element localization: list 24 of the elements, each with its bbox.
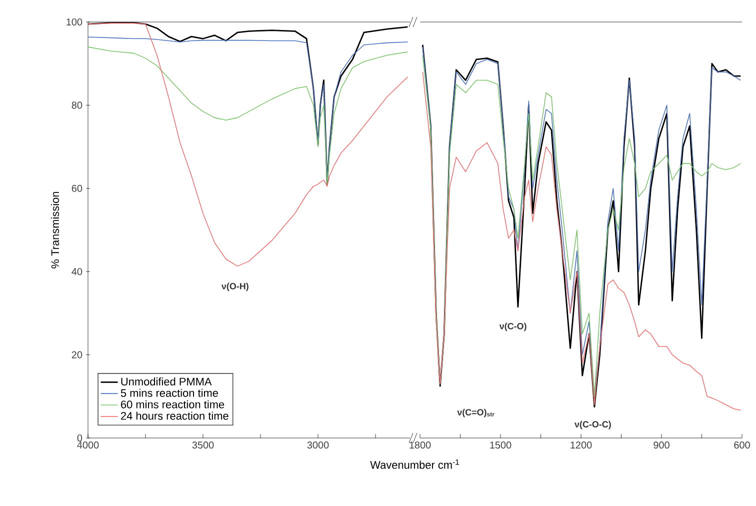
legend-label: 60 mins reaction time bbox=[121, 400, 224, 408]
annotation: ν(C-O-C) bbox=[574, 420, 611, 430]
x-tick-label: 1800 bbox=[410, 442, 431, 449]
y-tick-label: 20 bbox=[72, 351, 82, 358]
legend-label: 5 mins reaction time bbox=[120, 388, 218, 397]
legend-label: Unmodified PMMA bbox=[121, 377, 212, 386]
y-tick-label: 100 bbox=[66, 18, 82, 26]
y-tick-label: 80 bbox=[72, 102, 82, 109]
y-tick-label: 0 bbox=[77, 434, 82, 442]
legend-label: 24 hours reaction time bbox=[120, 412, 228, 420]
x-tick-label: 3500 bbox=[192, 442, 214, 449]
annotation: ν(C=O)$_{str}$ bbox=[457, 408, 494, 418]
y-tick-label: 60 bbox=[72, 184, 82, 192]
x-tick-label: 1200 bbox=[570, 442, 592, 449]
x-tick-label: 1500 bbox=[490, 442, 512, 449]
y-tick-label: 40 bbox=[72, 268, 82, 276]
x-tick-label: 3000 bbox=[307, 442, 329, 449]
x-tick-label: 600 bbox=[734, 442, 750, 449]
annotation: ν(C-O) bbox=[499, 322, 526, 332]
annotation: ν(O-H) bbox=[221, 282, 248, 292]
x-axis-title: Wavenumber cm$^{-1}$ bbox=[370, 459, 459, 469]
y-axis-title: % Transmission bbox=[50, 192, 60, 268]
x-tick-label: 900 bbox=[654, 442, 670, 449]
x-tick-label: 4000 bbox=[77, 442, 99, 449]
